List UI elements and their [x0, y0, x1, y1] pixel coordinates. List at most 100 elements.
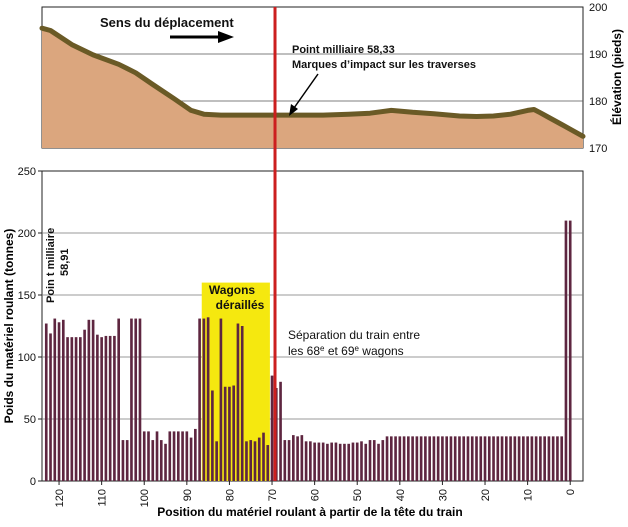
- weight-bar: [245, 441, 248, 481]
- weight-bar: [351, 442, 355, 481]
- position-tick-label: 60: [310, 489, 322, 501]
- weight-bar: [321, 442, 325, 481]
- position-tick-label: 100: [139, 489, 151, 507]
- derailed-cars-label-line2: déraillés: [216, 298, 265, 312]
- weight-bar: [334, 442, 338, 481]
- weight-bar: [556, 436, 559, 481]
- weight-bar: [151, 440, 155, 481]
- weight-bar: [313, 442, 316, 481]
- weight-bar: [96, 334, 99, 481]
- impact-marks-label: Marques d’impact sur les traverses: [292, 59, 476, 71]
- weight-bars: [44, 220, 572, 481]
- weight-bar: [411, 436, 414, 481]
- milepost-58-91-label-line1: Poin t milliaire: [45, 228, 57, 303]
- weight-bar: [475, 436, 478, 481]
- weight-bar: [415, 436, 419, 481]
- weight-bar: [300, 435, 304, 481]
- weight-bar: [509, 436, 512, 481]
- weight-bar: [513, 436, 517, 481]
- elevation-panel: 170 180 190 200 Élévation (pieds) Sens du d…: [39, 2, 624, 155]
- weight-bar: [159, 440, 163, 481]
- weight-bar: [385, 436, 389, 481]
- elevation-tick-label: 170: [589, 143, 607, 155]
- weight-axis-label: Poids du matériel roulant (tonnes): [2, 229, 16, 424]
- weight-bar: [270, 375, 274, 481]
- weight-bar: [326, 443, 329, 481]
- weight-bar: [66, 337, 69, 481]
- weight-tick-label: 100: [18, 352, 36, 364]
- weight-bar: [522, 436, 525, 481]
- weight-bar: [130, 318, 133, 481]
- weight-bar: [539, 436, 542, 481]
- weight-bar: [551, 436, 555, 481]
- position-x-tick-labels: 120 110 100 90 80 70 60 50 40 30 20 10 0: [54, 481, 577, 507]
- weight-bar: [355, 442, 359, 481]
- weight-bar: [496, 436, 500, 481]
- weight-bar: [470, 436, 474, 481]
- weight-bar: [215, 441, 218, 481]
- weight-bar: [232, 385, 236, 481]
- weight-bar: [138, 318, 142, 481]
- weight-bar: [53, 318, 57, 481]
- weight-bar: [104, 335, 108, 481]
- impact-pointer-arrow-icon: [289, 73, 319, 116]
- separation-label-line2: les 68e et 69e wagons: [288, 344, 404, 358]
- position-axis-label: Position du matériel roulant à partir de…: [157, 505, 462, 519]
- weight-bar: [568, 220, 572, 481]
- weight-bar: [364, 443, 368, 481]
- weight-bar: [257, 437, 261, 481]
- weight-bar: [424, 436, 427, 481]
- direction-label: Sens du déplacement: [100, 15, 234, 30]
- elevation-tick-label: 180: [589, 96, 607, 108]
- weight-bar: [534, 436, 538, 481]
- weight-bar: [483, 436, 487, 481]
- weight-bar: [487, 436, 491, 481]
- weight-bar: [87, 319, 91, 481]
- elevation-tick-label: 190: [589, 49, 607, 61]
- weight-bar: [347, 443, 351, 481]
- elevation-axis-label: Élévation (pieds): [609, 29, 624, 125]
- direction-arrow-icon: [170, 31, 234, 43]
- weight-bar: [398, 436, 402, 481]
- weight-bar: [428, 436, 431, 481]
- elevation-tick-labels: 170 180 190 200: [589, 2, 607, 155]
- weight-bar: [108, 335, 112, 481]
- weight-bar: [49, 333, 52, 481]
- weight-bar: [147, 431, 150, 481]
- weight-bar: [206, 317, 210, 481]
- weight-bar: [368, 440, 372, 481]
- weight-bar: [83, 329, 86, 481]
- position-tick-label: 30: [437, 489, 449, 501]
- weight-bar: [134, 318, 138, 481]
- weight-bar: [287, 440, 291, 481]
- weight-bar: [266, 445, 270, 481]
- weight-bar: [164, 443, 167, 481]
- weight-bar: [479, 436, 483, 481]
- weight-bar: [500, 436, 504, 481]
- milepost-58-91-label-line2: 58,91: [59, 248, 71, 276]
- weight-bar: [526, 436, 529, 481]
- weight-bar: [219, 318, 223, 481]
- weight-bar: [91, 319, 95, 481]
- weight-bar: [121, 440, 125, 481]
- weight-bar: [458, 436, 461, 481]
- weight-bar: [492, 436, 495, 481]
- weight-tick-label: 150: [18, 290, 36, 302]
- weight-bar: [402, 436, 406, 481]
- weight-bar: [198, 318, 201, 481]
- weight-bar: [372, 440, 376, 481]
- weight-bar: [142, 431, 146, 481]
- position-tick-label: 20: [480, 489, 492, 501]
- weight-bar: [407, 436, 410, 481]
- weight-bar: [564, 220, 568, 481]
- weight-bar: [547, 436, 551, 481]
- weight-bar: [304, 441, 308, 481]
- elevation-area: [42, 28, 583, 149]
- weight-bar: [125, 440, 129, 481]
- weight-bar: [253, 441, 257, 481]
- weight-bar: [338, 443, 342, 481]
- weight-frame: [41, 170, 584, 482]
- weight-bar: [377, 443, 380, 481]
- weight-bar: [176, 431, 180, 481]
- weight-bar: [57, 322, 61, 481]
